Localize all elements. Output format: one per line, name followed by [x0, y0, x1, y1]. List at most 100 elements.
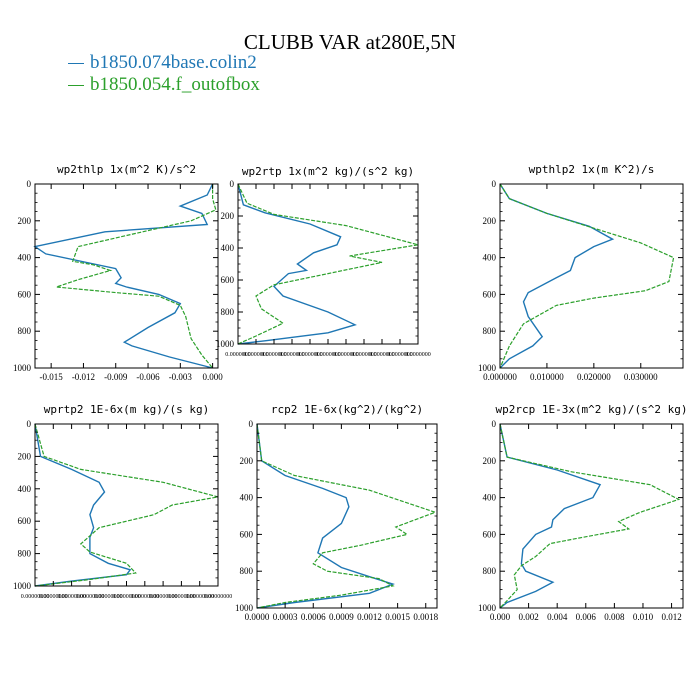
y-tick-label: 0: [492, 419, 497, 429]
y-tick-label: 1000: [235, 603, 254, 613]
y-tick-label: 800: [240, 566, 254, 576]
x-tick-label: 0.006: [576, 612, 597, 622]
x-tick-label: 0.00000000: [112, 594, 141, 600]
y-tick-label: 200: [18, 216, 32, 226]
y-tick-label: 200: [240, 456, 254, 466]
x-tick-label: 0.020000: [577, 372, 611, 382]
plot-frame: [237, 183, 419, 345]
panel-title: wprtp2 1E-6x(m kg)/(s kg): [44, 403, 210, 416]
x-tick-label: 0.0000000: [225, 352, 251, 358]
y-tick-label: 800: [221, 307, 235, 317]
x-tick-label: 0.0018: [413, 612, 438, 622]
y-tick-label: 200: [483, 456, 497, 466]
x-tick-label: -0.006: [136, 372, 160, 382]
y-tick-label: 0: [27, 419, 32, 429]
x-tick-label: 0.010000: [530, 372, 564, 382]
panel-3: wpthlp2 1x(m K^2)/s 0 200 400 600 800 10000.00…: [478, 163, 684, 382]
plot-frame: [34, 423, 219, 587]
x-tick-label: 0.00000000: [21, 594, 50, 600]
series-line-1: [256, 423, 395, 609]
x-tick-label: 0.0003: [273, 612, 298, 622]
y-tick-label: 1000: [13, 363, 32, 373]
x-tick-label: 0.00000000: [94, 594, 123, 600]
plot-frame: [499, 183, 684, 369]
x-tick-label: -0.003: [169, 372, 193, 382]
x-tick-label: 0.010: [633, 612, 654, 622]
legend-swatch-1: [68, 63, 84, 65]
y-tick-label: 400: [18, 484, 32, 494]
panel-title: wp2rtp 1x(m^2 kg)/(s^2 kg): [242, 165, 414, 178]
x-tick-label: 0.00000000: [57, 594, 86, 600]
y-tick-label: 400: [483, 493, 497, 503]
x-tick-label: 0.0000000: [405, 352, 431, 358]
y-tick-label: 400: [483, 253, 497, 263]
y-tick-label: 0: [27, 179, 32, 189]
series-line-1: [33, 183, 214, 369]
legend-entry-1: b1850.074base.colin2: [68, 52, 257, 74]
y-tick-label: 1000: [478, 363, 497, 373]
x-tick-label: 0.00000000: [167, 594, 196, 600]
series-line-1: [34, 423, 132, 587]
y-tick-label: 400: [221, 243, 235, 253]
panel-title: rcp2 1E-6x(kg^2)/(kg^2): [271, 403, 423, 416]
x-tick-label: 0.012: [661, 612, 681, 622]
y-tick-label: 0: [230, 179, 235, 189]
y-tick-label: 200: [221, 211, 235, 221]
x-tick-label: 0.0015: [385, 612, 410, 622]
y-tick-label: 0: [492, 179, 497, 189]
legend-entry-2: b1850.054.f_outofbox: [68, 74, 260, 96]
x-tick-label: 0.002: [518, 612, 538, 622]
series-line-1: [499, 423, 602, 609]
x-tick-label: 0.00000000: [204, 594, 233, 600]
legend-label-1: b1850.074base.colin2: [90, 52, 257, 73]
legend-label-2: b1850.054.f_outofbox: [90, 74, 260, 95]
x-tick-label: 0.0012: [357, 612, 382, 622]
panel-title: wp2rcp 1E-3x(m^2 kg)/(s^2 kg): [495, 403, 687, 416]
y-tick-label: 600: [18, 289, 32, 299]
x-tick-label: 0.0000000: [279, 352, 305, 358]
panel-1: wp2thlp 1x(m^2 K)/s^2 0 200 400 600 800 1000 -0…: [13, 163, 223, 382]
x-tick-label: 0.030000: [624, 372, 658, 382]
series-line-1: [499, 183, 615, 369]
y-tick-label: 200: [483, 216, 497, 226]
plot-frame: [499, 423, 684, 609]
x-tick-label: 0.0000000: [315, 352, 341, 358]
y-tick-label: 1000: [216, 339, 235, 349]
y-tick-label: 600: [483, 529, 497, 539]
series-line-2: [499, 183, 675, 369]
y-tick-label: 800: [18, 549, 32, 559]
x-tick-label: 0.0000000: [333, 352, 359, 358]
x-tick-label: 0.000: [490, 612, 511, 622]
y-tick-label: 0: [249, 419, 254, 429]
y-tick-label: 800: [483, 566, 497, 576]
y-tick-label: 600: [483, 289, 497, 299]
x-tick-label: -0.015: [40, 372, 64, 382]
x-tick-label: 0.000: [202, 372, 223, 382]
y-tick-label: 200: [18, 451, 32, 461]
y-tick-label: 400: [18, 253, 32, 263]
series-line-2: [34, 423, 219, 587]
x-tick-label: 0.0000000: [369, 352, 395, 358]
y-tick-label: 400: [240, 493, 254, 503]
x-tick-label: 0.000000: [483, 372, 517, 382]
x-tick-label: 0.0000000: [387, 352, 413, 358]
x-tick-label: 0.0000000: [261, 352, 287, 358]
panel-4: wprtp2 1E-6x(m kg)/(s kg) 0 200 400 600 800 10…: [13, 403, 232, 600]
plot-frame: [256, 423, 438, 609]
x-tick-label: -0.009: [104, 372, 128, 382]
panel-5: rcp2 1E-6x(kg^2)/(kg^2) 0 200 400 600 800 1000…: [235, 403, 439, 622]
x-tick-label: 0.0000000: [351, 352, 377, 358]
x-tick-label: 0.0006: [301, 612, 326, 622]
x-tick-label: 0.0009: [329, 612, 354, 622]
series-line-2: [237, 183, 419, 345]
y-tick-label: 1000: [478, 603, 497, 613]
panel-title: wp2thlp 1x(m^2 K)/s^2: [57, 163, 196, 176]
x-tick-label: 0.00000000: [131, 594, 160, 600]
x-tick-label: 0.0000000: [297, 352, 323, 358]
x-tick-label: 0.0000000: [243, 352, 269, 358]
x-tick-label: 0.00000000: [149, 594, 178, 600]
x-tick-label: 0.00000000: [185, 594, 214, 600]
x-tick-label: 0.00000000: [39, 594, 68, 600]
y-tick-label: 1000: [13, 581, 32, 591]
series-line-2: [256, 423, 437, 609]
